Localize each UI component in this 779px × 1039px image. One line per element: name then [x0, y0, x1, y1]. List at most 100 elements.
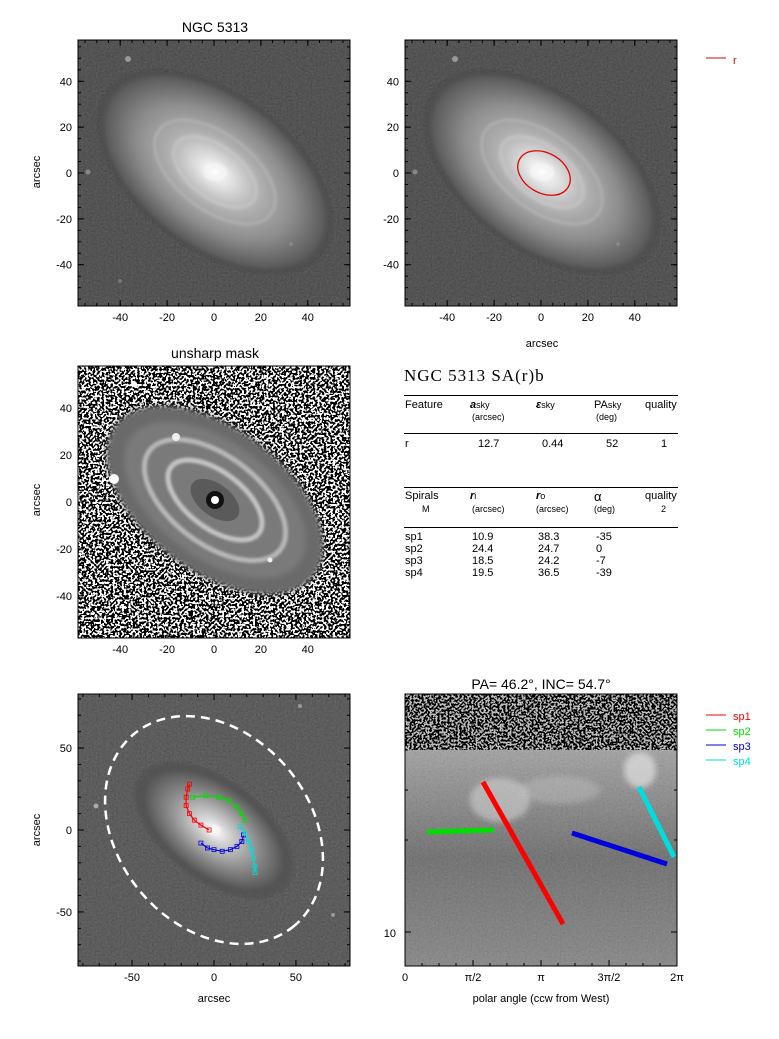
spirals-top-rule — [404, 487, 678, 488]
feature-quality: 1 — [661, 438, 668, 450]
features-col-pa: PAsky — [594, 399, 621, 411]
y-tick-label: 40 — [60, 403, 72, 415]
y-tick-label: -50 — [56, 907, 72, 919]
sp3-sky-point — [234, 843, 240, 849]
sp1-sky-point — [185, 786, 191, 792]
spiral-name: sp2 — [405, 543, 423, 555]
sp3-sky-trace — [200, 834, 245, 852]
polar-xlabel: polar angle (ccw from West) — [473, 993, 610, 1005]
sp1-sky-point — [191, 817, 197, 823]
sp4-sky-point — [249, 847, 255, 853]
polar-ticks: 0 π/2 π 3π/2 2π — [402, 694, 684, 984]
unsharp-image — [78, 366, 350, 638]
arms-ylabel: arcsec — [31, 813, 43, 846]
x-tick-label: 0 — [538, 312, 544, 324]
features-col-pa-sub: sky — [607, 400, 622, 410]
spiral-name: sp3 — [405, 555, 423, 567]
sp2-legend-label: sp2 — [733, 726, 751, 738]
features-col-a: asky — [470, 399, 490, 411]
sp1-sky-point — [187, 781, 192, 787]
sp3-sky-point — [219, 848, 225, 854]
sp2-sky-point — [234, 804, 240, 810]
features-top-rule — [404, 395, 678, 396]
spirals-col-ri-unit: (arcsec) — [472, 504, 505, 514]
y-tick-label: 50 — [60, 743, 72, 755]
sp1-sky-point — [187, 811, 192, 817]
sp3-sky-point — [239, 839, 245, 844]
x-tick-label: 0 — [211, 972, 217, 984]
panel-galaxy: -40 -20 0 20 40 -40 -20 0 20 40 NGC 5313 arcsec — [31, 19, 351, 324]
y-tick-label: -40 — [56, 591, 72, 603]
spirals-col-ri: ri — [470, 490, 476, 502]
spirals-col-ri-sub: i — [474, 491, 477, 501]
features-col-pa-unit: (deg) — [596, 412, 618, 422]
sp2-sky-point — [242, 817, 248, 823]
feature-eps: 0.44 — [542, 438, 564, 450]
spirals-col-alpha-unit: (deg) — [594, 504, 616, 514]
disk-ellipse — [103, 714, 325, 946]
x-tick-label: -50 — [124, 972, 140, 984]
sp1-sky-trace — [185, 783, 210, 831]
sp4-sky-point — [237, 824, 243, 830]
overlay-ticks: -40 -20 0 20 40 -40 -20 0 20 40 — [383, 40, 677, 324]
feature-a: 12.7 — [478, 438, 500, 450]
arms-ticks: -50 0 50 -50 0 50 — [56, 694, 350, 984]
spirals-col-ro-unit: (arcsec) — [536, 504, 569, 514]
features-col-feature: Feature — [405, 399, 443, 411]
spirals-col-name: Spirals — [405, 490, 439, 502]
features-col-a-symbol: a — [470, 399, 477, 411]
x-tick-label: -20 — [486, 312, 502, 324]
sp3-sky-point — [227, 847, 233, 853]
sp1-sky-point — [198, 822, 204, 828]
polar-title: PA= 46.2°, INC= 54.7° — [471, 676, 610, 692]
sp2-sky-point — [190, 794, 196, 800]
polar-image — [405, 694, 677, 966]
spirals-col-alpha: α — [594, 489, 602, 504]
spirals-col-quality-sub: 2 — [661, 504, 667, 514]
sp2-sky-trace — [192, 794, 246, 821]
legend-r-label: r — [733, 55, 737, 67]
y-tick-label: 40 — [60, 76, 72, 88]
sp3-polar-line — [571, 830, 668, 867]
spiral-ri: 18.5 — [472, 555, 494, 567]
sp3-legend-label: sp3 — [733, 741, 751, 753]
spirals-col-ri-symbol: r — [470, 490, 475, 502]
feature-name: r — [405, 438, 409, 450]
x-tick-label: 20 — [582, 312, 594, 324]
spiral-ro: 36.5 — [538, 567, 560, 579]
y-tick-label: 20 — [387, 122, 399, 134]
arms-image — [78, 694, 350, 966]
panel-arms: -50 0 50 -50 0 50 arcsec arcsec — [31, 693, 351, 1005]
y-tick-label: 20 — [60, 122, 72, 134]
unsharp-ticks: -40 -20 0 20 40 -40 -20 0 20 40 — [56, 366, 350, 656]
unsharp-title: unsharp mask — [171, 345, 260, 361]
x-tick-label: -40 — [439, 312, 455, 324]
unsharp-ylabel: arcsec — [31, 483, 43, 516]
y-tick-label: -20 — [383, 214, 399, 226]
x-tick-label: 40 — [302, 312, 314, 324]
spirals-col-ro-sub: o — [540, 491, 546, 501]
galaxy-ticks: -40 -20 0 20 40 -40 -20 0 20 40 — [56, 40, 350, 324]
sp4-sky-point — [246, 839, 251, 844]
spiral-ro: 24.2 — [538, 555, 560, 567]
x-tick-label: 40 — [302, 644, 314, 656]
spiral-alpha: -7 — [596, 555, 606, 567]
polar-x-tick-label: 2π — [670, 972, 684, 984]
x-tick-label: -40 — [112, 312, 128, 324]
panel-overlay: -40 -20 0 20 40 -40 -20 0 20 40 arcsec r — [383, 39, 737, 350]
sp2-sky-point — [216, 794, 222, 800]
y-tick-label: 0 — [66, 825, 72, 837]
y-tick-label: -40 — [383, 260, 399, 272]
sp1-legend-label: sp1 — [733, 711, 751, 723]
sp4-polar-line — [636, 785, 677, 859]
spiral-alpha: 0 — [596, 543, 603, 555]
sp1-sky-point — [206, 827, 212, 833]
spiral-ri: 10.9 — [472, 531, 494, 543]
spirals-col-ro: ro — [536, 490, 545, 502]
galaxy-ylabel: arcsec — [31, 155, 43, 188]
polar-x-tick-label: π — [537, 972, 545, 984]
polar-x-tick-label: 0 — [402, 972, 408, 984]
spiral-ro: 38.3 — [538, 531, 560, 543]
x-tick-label: -20 — [159, 312, 175, 324]
